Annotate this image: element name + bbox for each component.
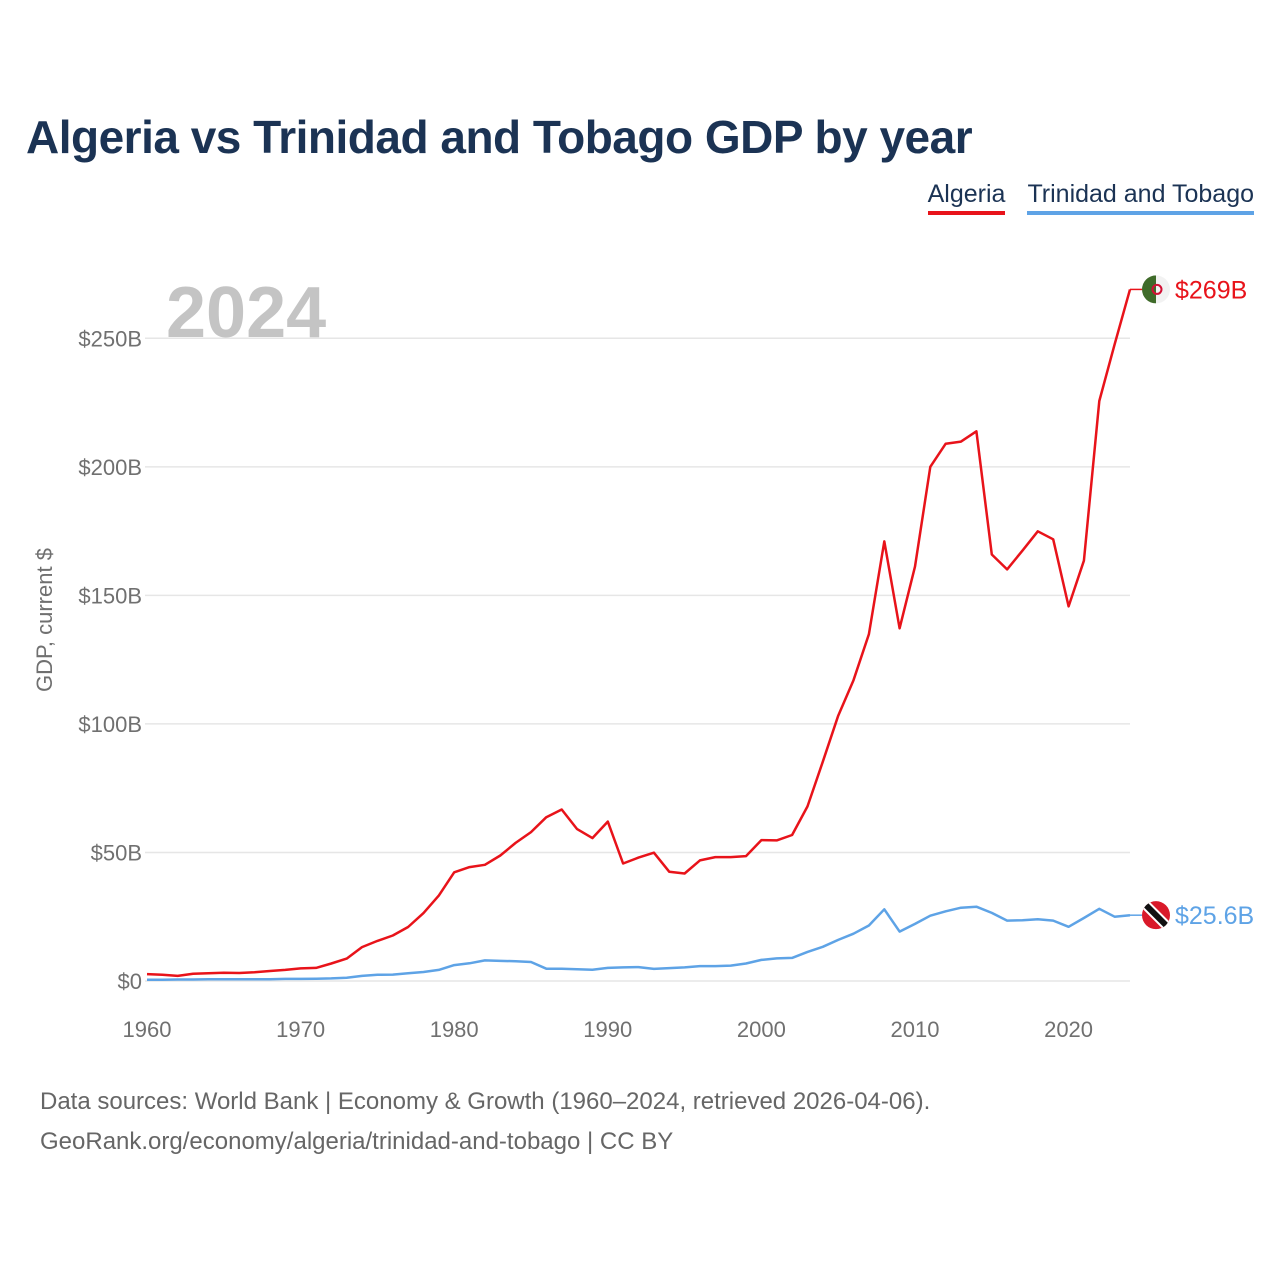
series-line-trinidad-and-tobago xyxy=(147,905,1131,981)
x-tick-label: 2010 xyxy=(890,1017,939,1042)
x-axis-ticks: 1960 1970 1980 1990 2000 2010 2020 xyxy=(123,1017,1094,1042)
y-tick-label: $200B xyxy=(78,455,142,480)
y-axis-ticks: $0 $50B $100B $150B $200B $250B xyxy=(78,326,142,994)
y-tick-label: $0 xyxy=(118,969,142,994)
trinidad-flag-icon xyxy=(1142,901,1170,930)
y-tick-label: $50B xyxy=(91,840,142,865)
source-note: Data sources: World Bank | Economy & Gro… xyxy=(40,1088,931,1115)
x-tick-label: 2000 xyxy=(737,1017,786,1042)
end-value-label-trinidad-and-tobago: $25.6B xyxy=(1175,902,1254,930)
algeria-flag-icon xyxy=(1142,275,1170,304)
end-value-label-algeria: $269B xyxy=(1175,276,1247,304)
source-url: GeoRank.org/economy/algeria/trinidad-and… xyxy=(40,1128,674,1155)
legend: Algeria Trinidad and Tobago xyxy=(927,180,1254,215)
y-tick-label: $150B xyxy=(78,583,142,608)
series-lines xyxy=(146,289,1132,981)
gridlines xyxy=(145,337,1130,982)
x-tick-label: 1980 xyxy=(430,1017,479,1042)
footer: Data sources: World Bank | Economy & Gro… xyxy=(40,1082,930,1162)
x-tick-label: 1990 xyxy=(583,1017,632,1042)
x-tick-label: 1960 xyxy=(123,1017,172,1042)
legend-item-trinidad-and-tobago[interactable]: Trinidad and Tobago xyxy=(1027,180,1254,215)
gdp-line-chart: $0$50B$100B$150B$200B$250B 1960 1970 1980 1… xyxy=(32,273,1254,1042)
y-tick-label: $100B xyxy=(78,712,142,737)
chart-title: Algeria vs Trinidad and Tobago GDP by ye… xyxy=(26,111,973,163)
y-tick-label: $250B xyxy=(78,326,142,351)
series-line-algeria xyxy=(146,289,1132,978)
y-axis-label: GDP, current $ xyxy=(32,548,57,692)
x-tick-label: 2020 xyxy=(1044,1017,1093,1042)
year-label: 2024 xyxy=(166,273,326,353)
x-tick-label: 1970 xyxy=(276,1017,325,1042)
series-end-markers: $269B $25.6B xyxy=(1130,275,1254,930)
legend-item-algeria[interactable]: Algeria xyxy=(927,180,1006,215)
